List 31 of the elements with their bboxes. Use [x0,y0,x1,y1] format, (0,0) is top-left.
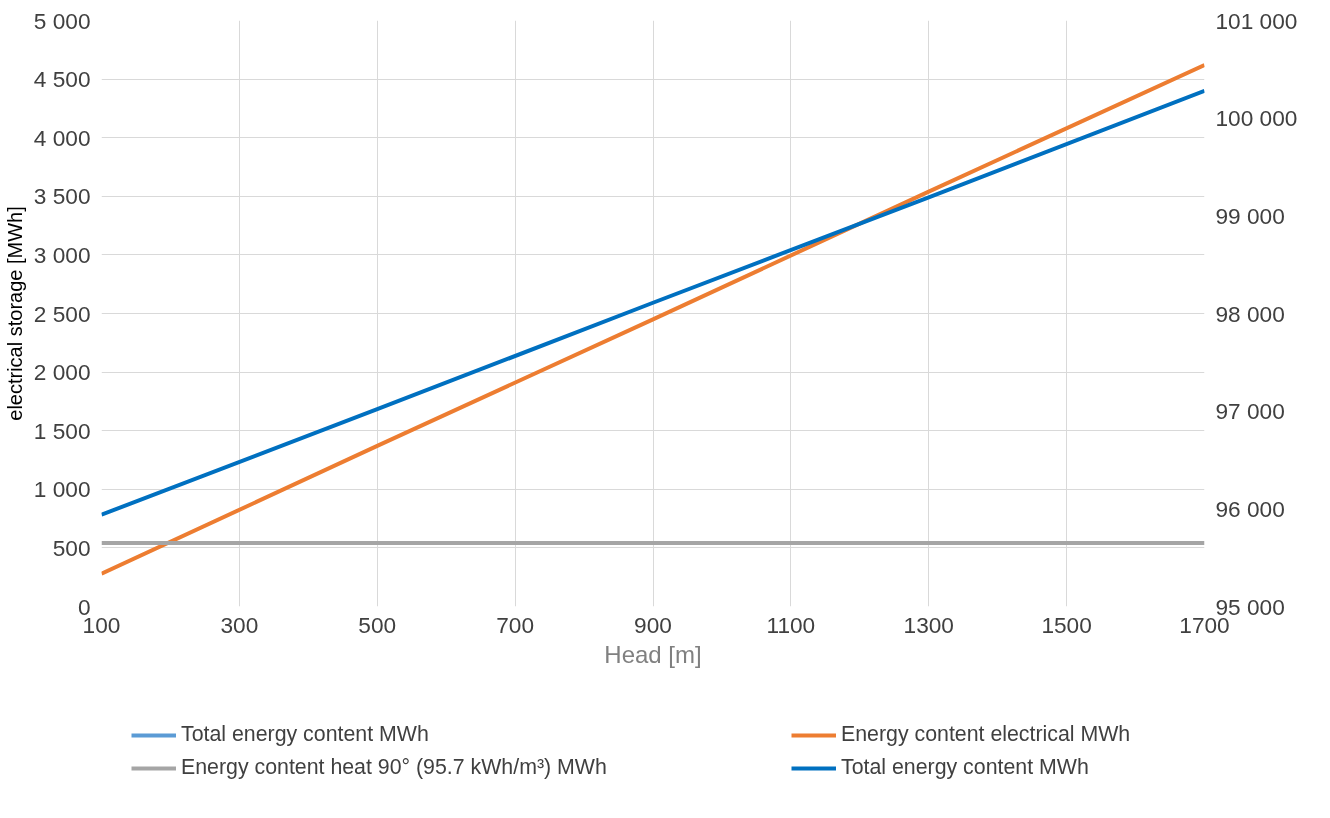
legend-label: Total energy content MWh [841,755,1089,780]
y-tick-label: 1 000 [33,476,91,503]
y-tick-label: 3 500 [33,183,91,210]
y-tick-label: 500 [52,534,91,561]
x-tick-label: 1100 [766,611,816,638]
x-tick-label: 500 [358,611,397,638]
y-tick-label: 3 000 [33,241,91,268]
y-tick-label: 4 000 [33,124,91,151]
y-tick-label: 4 500 [33,66,91,93]
y2-tick-label: 101 000 [1215,7,1298,34]
x-tick-label: 700 [496,611,535,638]
y2-tick-label: 98 000 [1215,300,1285,327]
y-tick-label: 2 000 [33,359,91,386]
x-tick-label: 900 [634,611,672,638]
x-axis-title: Head [m] [604,640,702,668]
y2-tick-label: 97 000 [1215,398,1285,425]
legend-label: Energy content electrical MWh [841,722,1131,747]
x-tick-label: 1300 [903,611,954,638]
y-tick-label: 1 500 [33,417,91,444]
line-series [101,63,1205,576]
legend-label: Total energy content MWh [181,722,429,747]
y-axis-title: electrical storage [MWh] [3,206,26,421]
x-tick-label: 300 [220,611,259,638]
y-tick-label: 5 000 [33,7,91,34]
x-tick-label: 1500 [1041,611,1092,638]
y-tick-label: 2 500 [33,300,91,327]
y2-tick-label: 100 000 [1215,105,1298,132]
legend-label: Energy content heat 90° (95.7 kWh/m³) MWh [181,755,607,780]
y2-tick-label: 96 000 [1215,495,1285,522]
line-series [101,88,1205,517]
y2-tick-label: 99 000 [1215,202,1285,229]
